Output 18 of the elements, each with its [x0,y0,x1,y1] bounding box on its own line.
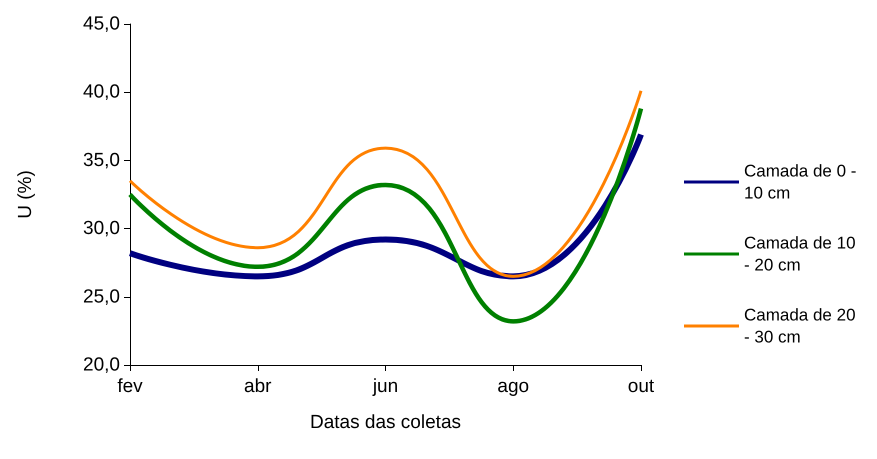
y-tick-label: 20,0 [83,354,120,376]
legend-label: Camada de 10 - 20 cm [744,234,860,274]
y-tick-label: 30,0 [83,218,120,240]
x-tick-label: abr [244,376,272,397]
y-tick-label: 35,0 [83,150,120,171]
line-series [128,89,642,278]
legend-label: Camada de 20 - 30 cm [744,306,860,346]
legend-label: Camada de 0 - 10 cm [744,162,862,202]
x-tick-label: ago [497,376,530,397]
x-tick-label: jun [372,376,398,397]
x-tick-label: fev [117,376,144,397]
x-tick-label: out [628,376,655,397]
y-axis-title: U (%) [15,170,36,219]
x-axis-title: Datas das coletas [310,412,462,433]
y-tick-label: 45,0 [83,14,120,34]
line-series [128,106,644,324]
y-tick-label: 25,0 [83,286,120,308]
y-tick-label: 40,0 [83,82,120,103]
